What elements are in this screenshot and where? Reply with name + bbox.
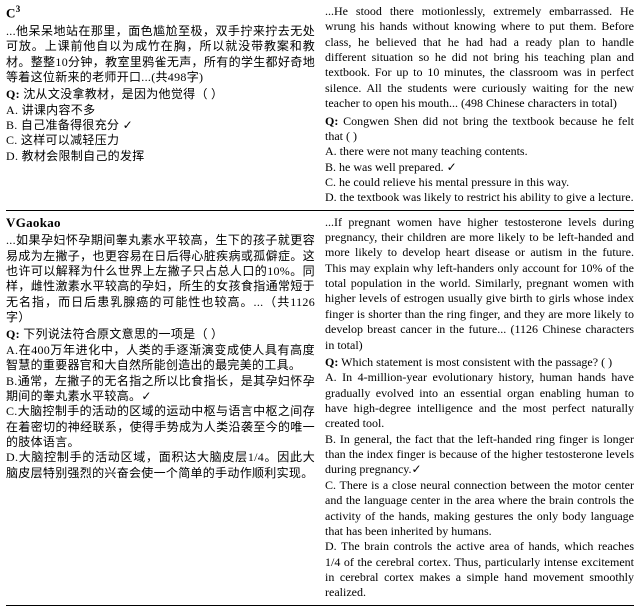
check-icon: ✓ [141,389,151,403]
opt-b-text: B.通常，左撇子的无名指之所以比食指长，是其孕妇怀孕期间的睾丸素水平较高。 [6,374,315,403]
vg-cn-opt-c: C.大脑控制手的活动的区域的运动中枢与语言中枢之间存在着密切的神经联系，使得手势… [6,404,315,450]
c3-en-opt-a: A. there were not many teaching contents… [325,144,634,159]
c3-cn-opt-d: D. 教材会限制自己的发挥 [6,149,315,164]
c3-en-options: A. there were not many teaching contents… [325,144,634,205]
check-icon: ✓ [123,118,133,132]
q-text: Congwen Shen did not bring the textbook … [325,114,634,143]
q-label: Q: [325,114,338,128]
vg-en-options: A. In 4-million-year evolutionary histor… [325,370,634,600]
c3-title-main: C [6,5,16,20]
section-divider [6,210,634,211]
c3-en-passage: ...He stood there motionlessly, extremel… [325,4,634,112]
vg-cn-col: VGaokao ...如果孕妇怀孕期间睾丸素水平较高，生下的孩子就更容易成为左撇… [6,215,315,601]
vg-en-opt-d: D. The brain controls the active area of… [325,539,634,600]
q-text: Which statement is most consistent with … [341,355,612,369]
vg-en-col: ...If pregnant women have higher testost… [325,215,634,601]
c3-row: C3 ...他呆呆地站在那里，面色尴尬至极，双手拧来拧去无处可放。上课前他自以为… [6,4,634,206]
check-icon: ✓ [447,160,457,174]
c3-cn-opt-a: A. 讲课内容不多 [6,103,315,118]
q-label: Q: [325,355,338,369]
vg-cn-passage: ...如果孕妇怀孕期间睾丸素水平较高，生下的孩子就更容易成为左撇子，也更容易在日… [6,233,315,325]
vg-en-opt-c: C. There is a close neural connection be… [325,478,634,539]
opt-b-text: B. 自己准备得很充分 [6,118,119,132]
vg-title: VGaokao [6,215,315,232]
vg-en-opt-b: B. In general, the fact that the left-ha… [325,432,634,478]
bottom-rule [6,605,634,606]
q-text: 下列说法符合原文意思的一项是（ ） [23,327,223,341]
c3-cn-opt-c: C. 这样可以减轻压力 [6,133,315,148]
vg-cn-opt-d: D.大脑控制手的活动区域，面积达大脑皮层1/4。因此大脑皮层特别强烈的兴奋会使一… [6,450,315,481]
c3-cn-opt-b: B. 自己准备得很充分 ✓ [6,118,315,133]
q-label: Q: [6,327,20,341]
c3-title: C3 [6,4,315,22]
c3-en-opt-c: C. he could relieve his mental pressure … [325,175,634,190]
c3-en-opt-b: B. he was well prepared. ✓ [325,160,634,175]
opt-b-text: B. In general, the fact that the left-ha… [325,432,634,477]
c3-cn-question: Q: 沈从文没拿教材，是因为他觉得（ ） [6,87,315,102]
c3-cn-col: C3 ...他呆呆地站在那里，面色尴尬至极，双手拧来拧去无处可放。上课前他自以为… [6,4,315,206]
vg-cn-opt-a: A.在400万年进化中，人类的手逐渐演变成使人具有高度智慧的重要器官和大自然所能… [6,343,315,374]
vg-cn-options: A.在400万年进化中，人类的手逐渐演变成使人具有高度智慧的重要器官和大自然所能… [6,343,315,481]
opt-b-text: B. he was well prepared. [325,160,444,174]
vg-en-passage: ...If pregnant women have higher testost… [325,215,634,353]
vgaokao-row: VGaokao ...如果孕妇怀孕期间睾丸素水平较高，生下的孩子就更容易成为左撇… [6,215,634,601]
c3-en-col: ...He stood there motionlessly, extremel… [325,4,634,206]
vg-en-question: Q: Which statement is most consistent wi… [325,355,634,370]
c3-en-question: Q: Congwen Shen did not bring the textbo… [325,114,634,145]
q-label: Q: [6,87,20,101]
page-root: C3 ...他呆呆地站在那里，面色尴尬至极，双手拧来拧去无处可放。上课前他自以为… [0,0,640,614]
vg-cn-opt-b: B.通常，左撇子的无名指之所以比食指长，是其孕妇怀孕期间的睾丸素水平较高。✓ [6,374,315,405]
c3-en-opt-d: D. the textbook was likely to restrict h… [325,190,634,205]
check-icon: ✓ [412,462,422,476]
q-text: 沈从文没拿教材，是因为他觉得（ ） [23,87,223,101]
vg-cn-question: Q: 下列说法符合原文意思的一项是（ ） [6,327,315,342]
c3-cn-options: A. 讲课内容不多 B. 自己准备得很充分 ✓ C. 这样可以减轻压力 D. 教… [6,103,315,164]
vg-en-opt-a: A. In 4-million-year evolutionary histor… [325,370,634,431]
c3-cn-passage: ...他呆呆地站在那里，面色尴尬至极，双手拧来拧去无处可放。上课前他自以为成竹在… [6,24,315,85]
c3-title-sup: 3 [16,4,21,14]
